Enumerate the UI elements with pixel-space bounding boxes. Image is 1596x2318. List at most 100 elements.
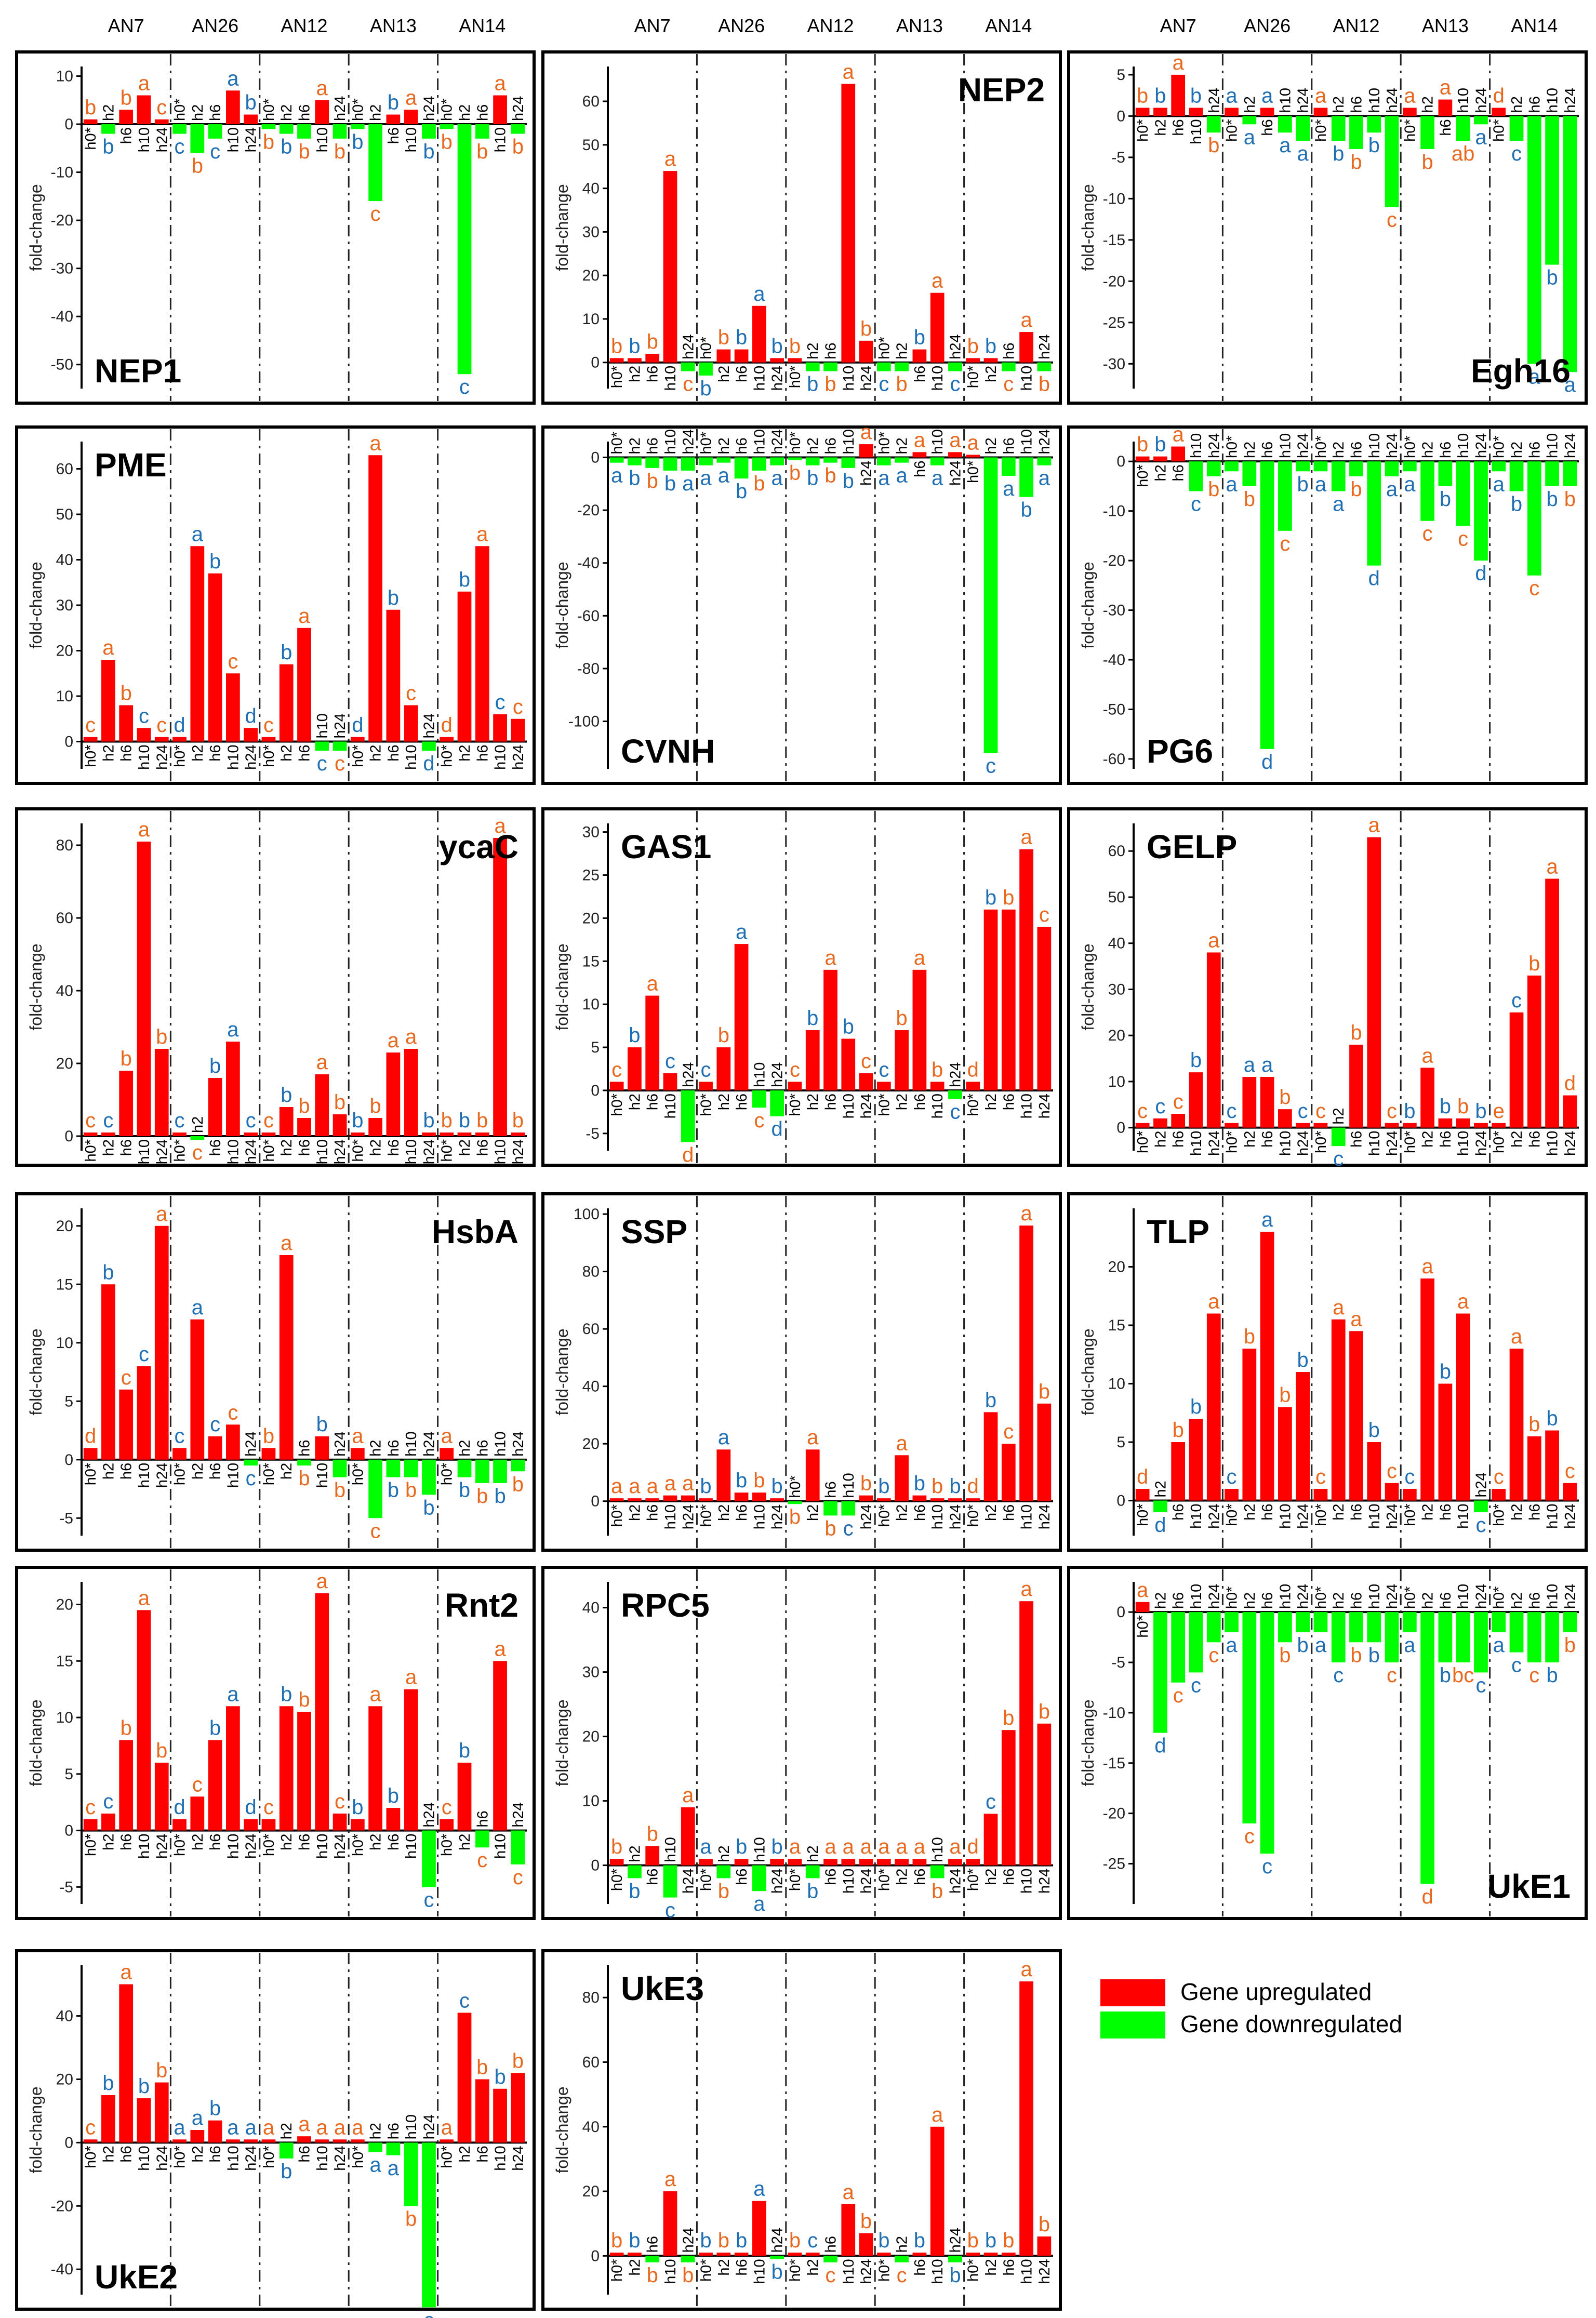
bar-an14-h0 — [1492, 108, 1506, 116]
bar-an7-h0 — [83, 737, 98, 742]
significance-letter: b — [1421, 151, 1433, 174]
bar-an14-h0 — [440, 737, 454, 742]
y-tick-label: -50 — [51, 356, 73, 374]
x-tick-label: h10 — [403, 1431, 420, 1456]
bar-an12-h10 — [315, 741, 329, 751]
significance-letter: c — [85, 1796, 96, 1819]
significance-letter: b — [1546, 1407, 1558, 1430]
x-tick-label: h2 — [457, 1440, 473, 1456]
significance-letter: b — [789, 462, 801, 485]
x-tick-label: h6 — [645, 1504, 661, 1521]
x-tick-label: h2 — [805, 2259, 821, 2275]
x-tick-label: h10 — [493, 745, 509, 770]
x-tick-label: h6 — [385, 745, 402, 762]
x-tick-label: h2 — [100, 1834, 117, 1850]
significance-letter: a — [1315, 473, 1327, 496]
y-tick-label: 20 — [56, 1596, 73, 1614]
y-tick-label: 60 — [582, 93, 600, 110]
significance-letter: a — [647, 1475, 659, 1498]
x-tick-label: h24 — [1295, 1504, 1312, 1529]
bar-an26-h24 — [244, 114, 258, 125]
significance-letter: c — [665, 1899, 675, 1922]
bar-an26-h10 — [752, 457, 766, 471]
significance-letter: b — [772, 335, 783, 357]
significance-letter: a — [1244, 1054, 1256, 1076]
gene-title: UkE3 — [621, 1970, 704, 2007]
x-tick-label: h10 — [1188, 1504, 1205, 1529]
bar-an14-h2 — [1509, 1612, 1524, 1653]
significance-letter: a — [1261, 1054, 1273, 1076]
y-tick-label: -40 — [51, 2261, 73, 2278]
bar-an14-h24 — [511, 124, 525, 134]
bar-an13-h24 — [948, 2256, 962, 2262]
bar-an7-h0 — [609, 2253, 624, 2256]
significance-letter: b — [700, 1475, 711, 1498]
bar-an26-h6 — [734, 2253, 749, 2256]
bar-an14-h6 — [1527, 461, 1541, 576]
x-tick-label: h2 — [1242, 96, 1258, 113]
bar-an26-h24 — [770, 1090, 784, 1116]
x-tick-label: h24 — [769, 1062, 786, 1087]
bar-an7-h24 — [1206, 1313, 1221, 1501]
x-tick-label: h24 — [510, 2146, 527, 2170]
x-tick-label: h2 — [983, 1504, 1000, 1521]
x-tick-label: h2 — [368, 2123, 384, 2139]
bar-an13-h0 — [350, 1448, 365, 1460]
bar-an14-h2 — [983, 1814, 998, 1866]
significance-letter: c — [1191, 492, 1201, 515]
bar-an26-h2 — [716, 349, 731, 363]
x-tick-label: h2 — [1420, 96, 1437, 113]
significance-letter: b — [459, 1109, 470, 1132]
bar-an14-h2 — [1509, 461, 1524, 491]
x-tick-label: h10 — [751, 2259, 768, 2284]
column-header-an12: AN12 — [1333, 15, 1379, 36]
significance-letter: a — [932, 2103, 943, 2126]
bar-an14-h2 — [457, 1763, 472, 1831]
significance-letter: c — [1003, 1420, 1014, 1443]
significance-letter: a — [682, 472, 694, 495]
x-tick-label: h0* — [698, 432, 715, 455]
bar-an7-h0 — [1135, 108, 1150, 116]
x-tick-label: h10 — [751, 366, 768, 391]
bar-an14-h0 — [440, 1133, 454, 1136]
x-tick-label: h2 — [190, 1463, 206, 1480]
bar-an13-h0 — [1402, 461, 1417, 472]
significance-letter: c — [986, 1790, 996, 1813]
x-tick-label: h6 — [912, 366, 928, 382]
significance-letter: b — [824, 464, 836, 487]
significance-letter: a — [932, 467, 943, 490]
x-tick-label: h24 — [1562, 1131, 1579, 1156]
significance-letter: b — [512, 2049, 524, 2072]
significance-letter: d — [772, 1118, 783, 1141]
significance-letter: b — [459, 1479, 470, 1502]
significance-letter: b — [1039, 2213, 1050, 2236]
bar-an26-h24 — [244, 728, 258, 742]
bar-an26-h6 — [1260, 108, 1274, 116]
bar-an13-h10 — [930, 1498, 945, 1501]
significance-letter: c — [192, 1773, 203, 1796]
y-tick-label: 0 — [64, 1128, 73, 1145]
significance-letter: a — [1564, 374, 1576, 396]
y-axis-label: fold-change — [26, 943, 45, 1030]
significance-letter: a — [1173, 423, 1185, 446]
bar-an12-h6 — [823, 1501, 837, 1516]
x-tick-label: h2 — [983, 437, 1000, 454]
significance-letter: a — [896, 464, 908, 487]
x-tick-label: h10 — [929, 2259, 946, 2284]
significance-letter: b — [156, 1025, 167, 1048]
significance-letter: a — [647, 973, 659, 995]
bar-an26-h0 — [699, 1082, 713, 1090]
significance-letter: b — [1190, 1395, 1202, 1418]
x-tick-label: h24 — [680, 1062, 697, 1087]
x-tick-label: h2 — [1509, 1504, 1525, 1521]
bar-an13-h10 — [404, 1049, 418, 1136]
bar-an13-h24 — [422, 1133, 436, 1136]
significance-letter: c — [1315, 1100, 1326, 1123]
significance-letter: c — [1387, 208, 1397, 231]
bar-an13-h0 — [876, 362, 891, 371]
x-tick-label: h10 — [1455, 1584, 1472, 1609]
y-axis-label: fold-change — [26, 1328, 45, 1415]
y-tick-label: -30 — [1103, 602, 1125, 619]
significance-letter: b — [896, 372, 907, 395]
significance-letter: b — [369, 1095, 381, 1117]
